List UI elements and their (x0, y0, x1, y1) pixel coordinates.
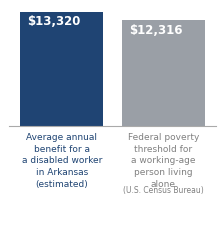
Text: Average annual
benefit for a
a disabled worker
in Arkansas
(estimated): Average annual benefit for a a disabled … (22, 132, 102, 188)
Bar (20, 13, 103, 126)
Text: (U.S. Census Bureau): (U.S. Census Bureau) (123, 185, 204, 194)
Text: $12,316: $12,316 (129, 24, 182, 37)
Text: $13,320: $13,320 (27, 15, 81, 28)
Bar (122, 21, 205, 126)
Text: Federal poverty
threshold for
a working-age
person living
alone: Federal poverty threshold for a working-… (128, 132, 199, 188)
